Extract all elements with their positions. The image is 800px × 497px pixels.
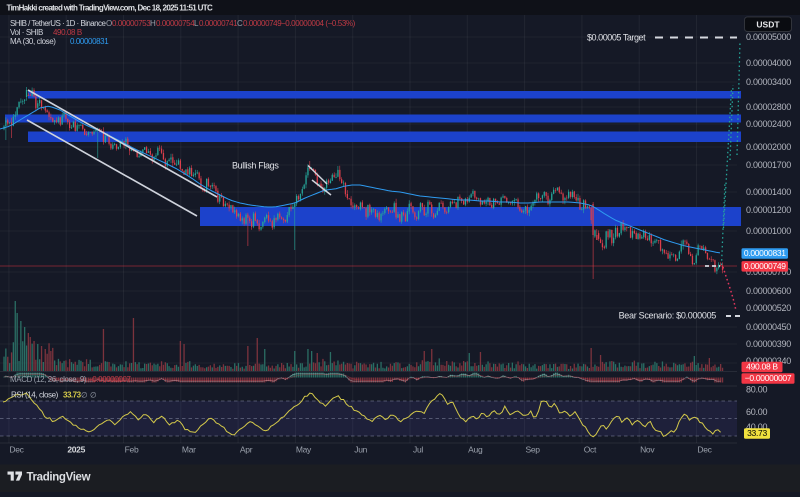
svg-text:0.00000340: 0.00000340: [746, 356, 791, 366]
svg-text:May: May: [296, 445, 312, 455]
svg-text:MACD (12, 26, close, 9): MACD (12, 26, close, 9): [10, 375, 87, 384]
svg-text:0.00000749: 0.00000749: [243, 19, 282, 28]
svg-text:Apr: Apr: [240, 445, 253, 455]
svg-text:0.00001700: 0.00001700: [746, 160, 791, 170]
svg-text:Sep: Sep: [525, 445, 540, 455]
svg-text:L: L: [194, 19, 199, 28]
svg-text:0.00002400: 0.00002400: [746, 119, 791, 129]
svg-text:Dec: Dec: [697, 445, 712, 455]
svg-text:USDT: USDT: [756, 20, 780, 30]
svg-text:∅: ∅: [81, 391, 88, 400]
svg-text:Vol · SHIB: Vol · SHIB: [10, 28, 43, 37]
svg-text:TimHakki created with TradingV: TimHakki created with TradingView.com, D…: [7, 4, 214, 13]
svg-text:Mar: Mar: [182, 445, 196, 455]
svg-text:0.00000600: 0.00000600: [746, 286, 791, 296]
svg-text:0.00000390: 0.00000390: [746, 339, 791, 349]
svg-text:0.00005000: 0.00005000: [746, 32, 791, 42]
svg-text:∅: ∅: [90, 391, 97, 400]
svg-text:60.00: 60.00: [746, 407, 768, 417]
svg-text:2025: 2025: [67, 445, 85, 455]
svg-text:0.00000450: 0.00000450: [746, 322, 791, 332]
svg-text:0.00002000: 0.00002000: [746, 142, 791, 152]
svg-text:TradingView: TradingView: [27, 472, 91, 484]
svg-text:SHIB / TetherUS · 1D · Binance: SHIB / TetherUS · 1D · Binance: [10, 19, 106, 28]
svg-text:0.00000700: 0.00000700: [746, 267, 791, 277]
svg-text:490.08 B: 490.08 B: [746, 362, 778, 372]
svg-text:Oct: Oct: [584, 445, 597, 455]
svg-text:0.00002800: 0.00002800: [746, 102, 791, 112]
svg-text:−0.00000007: −0.00000007: [745, 373, 792, 383]
svg-text:0.00004000: 0.00004000: [746, 58, 791, 68]
svg-text:O: O: [106, 19, 112, 28]
svg-text:Bullish Flags: Bullish Flags: [232, 161, 279, 171]
svg-text:$0.00005 Target: $0.00005 Target: [587, 33, 646, 43]
svg-text:0.00000831: 0.00000831: [744, 248, 786, 258]
svg-text:MA (30, close): MA (30, close): [10, 37, 56, 46]
svg-text:Nov: Nov: [640, 445, 655, 455]
svg-text:490.08 B: 490.08 B: [53, 28, 82, 37]
svg-text:H: H: [150, 19, 156, 28]
svg-text:0.00000520: 0.00000520: [746, 303, 791, 313]
svg-text:0.00001000: 0.00001000: [746, 226, 791, 236]
svg-text:0.00003400: 0.00003400: [746, 77, 791, 87]
svg-text:Jul: Jul: [413, 445, 423, 455]
svg-text:Dec: Dec: [9, 445, 24, 455]
svg-text:0.00001400: 0.00001400: [746, 187, 791, 197]
svg-text:33.73: 33.73: [63, 391, 82, 400]
svg-text:RSI (14, close): RSI (14, close): [11, 391, 59, 400]
svg-text:33.73: 33.73: [747, 428, 767, 438]
svg-text:0.00000831: 0.00000831: [70, 37, 109, 46]
svg-text:−0.00000004 (−0.53%): −0.00000004 (−0.53%): [281, 19, 356, 28]
svg-text:Bear Scenario: $0.000005: Bear Scenario: $0.000005: [619, 311, 717, 321]
svg-text:−0.00000007: −0.00000007: [88, 375, 131, 384]
svg-text:Jun: Jun: [354, 445, 367, 455]
svg-text:Feb: Feb: [125, 445, 139, 455]
svg-text:40.00: 40.00: [746, 422, 768, 432]
svg-text:0.00000749: 0.00000749: [744, 261, 786, 271]
svg-text:C: C: [237, 19, 243, 28]
svg-text:0.00000753: 0.00000753: [112, 19, 151, 28]
svg-text:80.00: 80.00: [746, 385, 768, 395]
svg-text:0.00000754: 0.00000754: [156, 19, 195, 28]
svg-text:0.00001200: 0.00001200: [746, 205, 791, 215]
svg-text:0.00000741: 0.00000741: [199, 19, 238, 28]
svg-text:Aug: Aug: [468, 445, 483, 455]
